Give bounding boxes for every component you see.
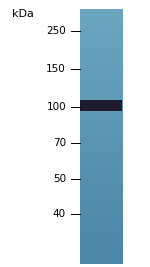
Text: 70: 70 [53, 138, 66, 148]
Text: 40: 40 [53, 209, 66, 219]
Text: 250: 250 [46, 26, 66, 36]
Text: 150: 150 [46, 64, 66, 74]
Bar [80, 100, 122, 111]
Text: 100: 100 [46, 102, 66, 112]
Text: 50: 50 [53, 174, 66, 184]
Text: kDa: kDa [12, 9, 34, 19]
